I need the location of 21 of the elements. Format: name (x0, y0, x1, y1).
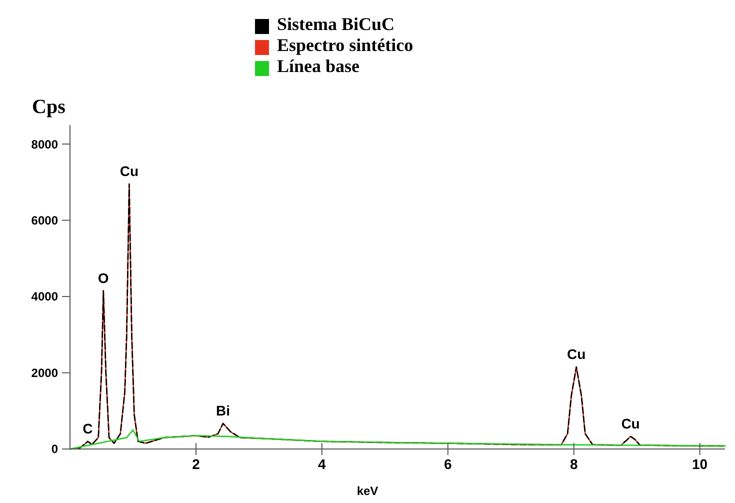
annotation: Bi (216, 402, 230, 418)
y-tick-label: 8000 (31, 137, 58, 152)
x-tick-label: 10 (692, 456, 708, 472)
legend-label: Sistema BiCuC (277, 14, 395, 34)
annotation: Cu (120, 163, 139, 180)
y-tick-label: 0 (51, 442, 58, 456)
legend-label: Línea base (277, 56, 360, 76)
y-tick-label: 2000 (31, 366, 58, 380)
x-tick-label: 6 (444, 456, 452, 472)
x-tick-label: 2 (192, 456, 200, 472)
x-tick-label: 4 (318, 456, 326, 472)
x-tick-label: 8 (570, 456, 578, 472)
y-axis-title: Cps (32, 96, 66, 118)
annotation: C (82, 420, 93, 436)
annotation: Cu (567, 346, 586, 362)
annotation: O (98, 270, 109, 286)
legend-label: Espectro sintético (277, 35, 414, 55)
y-tick-label: 4000 (31, 290, 58, 304)
y-tick-label: 6000 (31, 213, 58, 228)
x-axis-title: keV (356, 484, 378, 498)
annotation: Cu (621, 415, 640, 432)
